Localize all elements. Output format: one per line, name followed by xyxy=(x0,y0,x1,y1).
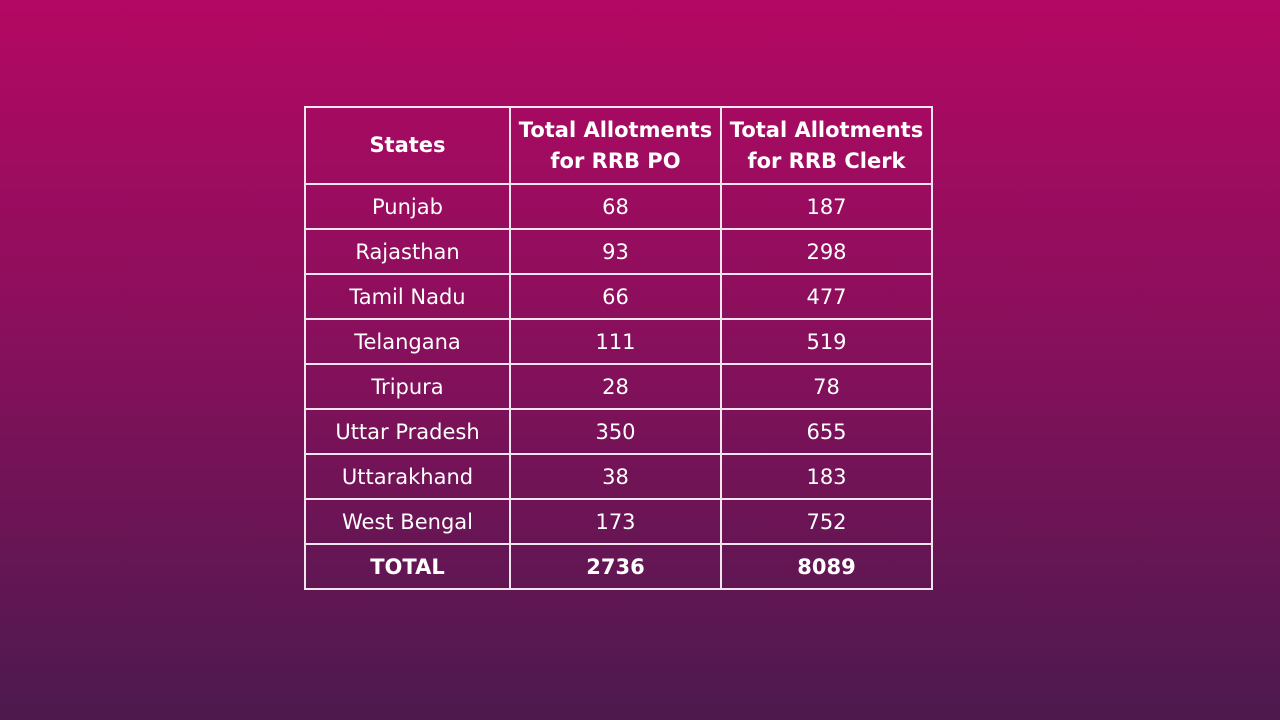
table-cell: Telangana xyxy=(304,318,511,365)
total-cell: 8089 xyxy=(720,543,933,590)
header-row: States Total Allotments for RRB PO Total A… xyxy=(304,106,933,185)
table-cell: 350 xyxy=(509,408,722,455)
table-cell: 78 xyxy=(720,363,933,410)
table-cell: 28 xyxy=(509,363,722,410)
table-cell: 66 xyxy=(509,273,722,320)
table-cell: 111 xyxy=(509,318,722,365)
table-row: Tripura 28 78 xyxy=(304,363,933,410)
table-cell: 752 xyxy=(720,498,933,545)
table-body: Punjab 68 187 Rajasthan 93 298 Tamil Nadu 66 477… xyxy=(304,183,933,590)
table-cell: Tamil Nadu xyxy=(304,273,511,320)
table-cell: Punjab xyxy=(304,183,511,230)
total-row: TOTAL 2736 8089 xyxy=(304,543,933,590)
table-cell: Tripura xyxy=(304,363,511,410)
table-row: Uttarakhand 38 183 xyxy=(304,453,933,500)
table-cell: Uttarakhand xyxy=(304,453,511,500)
table-cell: 187 xyxy=(720,183,933,230)
header-cell: Total Allotments for RRB Clerk xyxy=(720,106,933,185)
table-cell: 298 xyxy=(720,228,933,275)
table-row: Rajasthan 93 298 xyxy=(304,228,933,275)
total-cell: 2736 xyxy=(509,543,722,590)
table-cell: 38 xyxy=(509,453,722,500)
table-cell: 519 xyxy=(720,318,933,365)
table-row: West Bengal 173 752 xyxy=(304,498,933,545)
table-row: Telangana 111 519 xyxy=(304,318,933,365)
table-cell: 93 xyxy=(509,228,722,275)
table-cell: 655 xyxy=(720,408,933,455)
table-cell: 183 xyxy=(720,453,933,500)
header-cell: States xyxy=(304,106,511,185)
header-cell: Total Allotments for RRB PO xyxy=(509,106,722,185)
table-cell: 173 xyxy=(509,498,722,545)
table-cell: Uttar Pradesh xyxy=(304,408,511,455)
table-row: Punjab 68 187 xyxy=(304,183,933,230)
allotment-table: States Total Allotments for RRB PO Total A… xyxy=(304,106,933,590)
table-row: Uttar Pradesh 350 655 xyxy=(304,408,933,455)
table-cell: West Bengal xyxy=(304,498,511,545)
total-cell: TOTAL xyxy=(304,543,511,590)
table-cell: Rajasthan xyxy=(304,228,511,275)
table-cell: 68 xyxy=(509,183,722,230)
table-row: Tamil Nadu 66 477 xyxy=(304,273,933,320)
table-cell: 477 xyxy=(720,273,933,320)
